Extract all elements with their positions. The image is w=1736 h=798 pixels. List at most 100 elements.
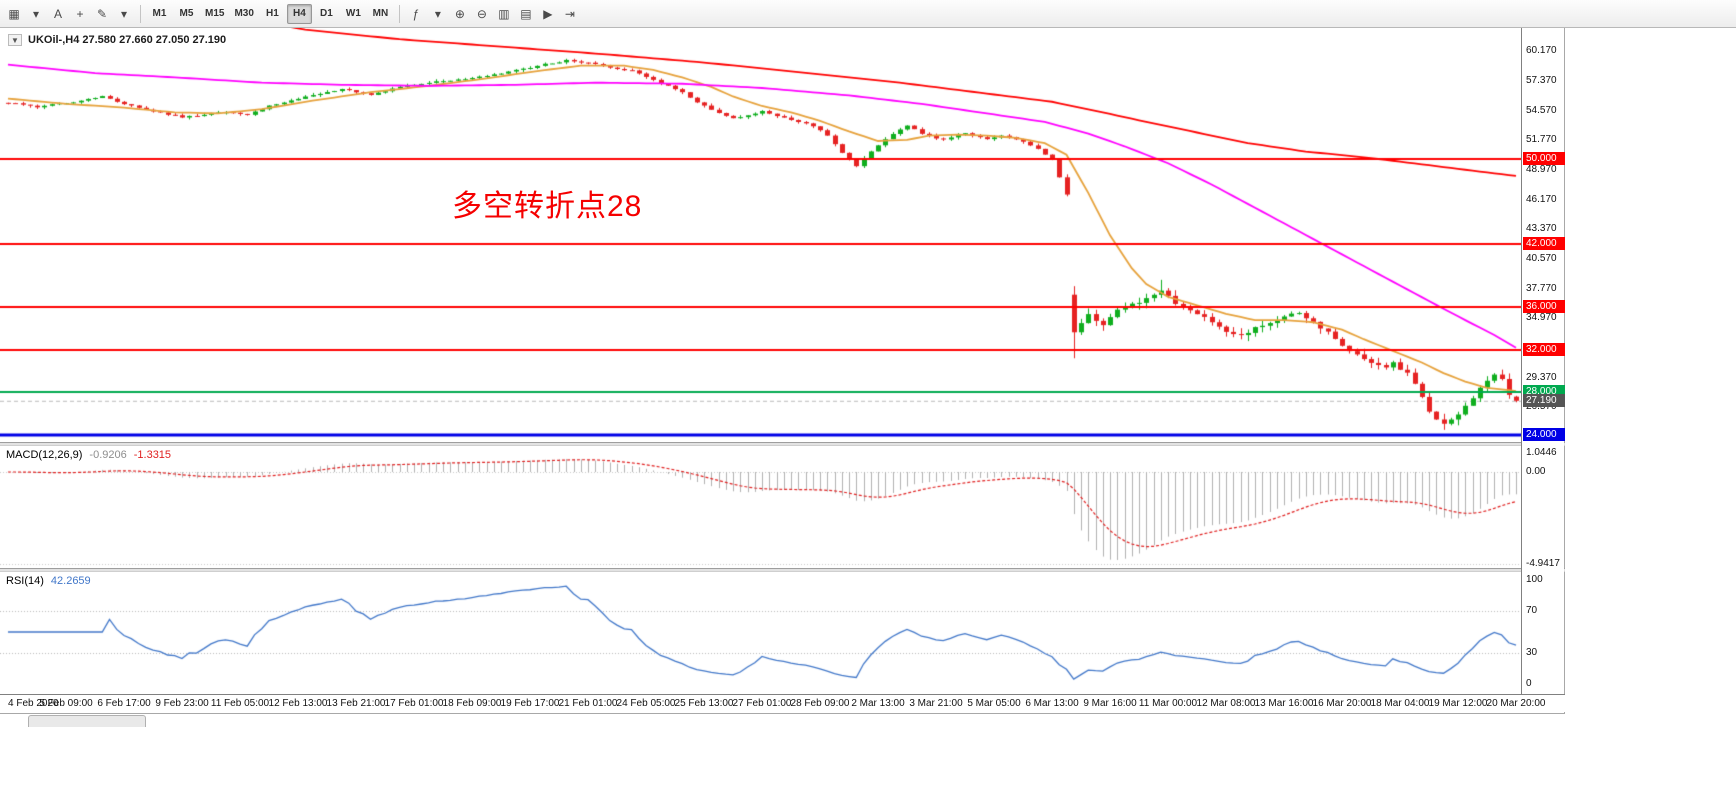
chart-shift-icon[interactable]: ⇥ <box>564 6 575 21</box>
chart-text-annotation: 多空转折点28 <box>452 190 643 223</box>
price-tick: 46.170 <box>1526 193 1557 205</box>
time-axis-label: 5 Feb 09:00 <box>39 698 93 709</box>
chart-title-bar: ▼ UKOil-,H4 27.580 27.660 27.050 27.190 <box>8 34 226 46</box>
time-axis-label: 5 Mar 05:00 <box>967 698 1021 709</box>
time-axis-label: 18 Feb 09:00 <box>442 698 502 709</box>
price-tick: 43.370 <box>1526 223 1557 235</box>
toolbar: ▦ ▾ A + ✎ ▾ M1 M5 M15 M30 H1 H4 D1 W1 MN ƒ ▾ ⊕ ⊖ ▥ ▤ ▶ ⇥ <box>0 0 1736 28</box>
main-chart-panel: ▼ UKOil-,H4 27.580 27.660 27.050 27.190 … <box>0 28 1521 442</box>
price-tick: 29.370 <box>1526 371 1557 383</box>
rsi-canvas[interactable] <box>0 572 1521 694</box>
indicators-icon[interactable]: ƒ <box>412 6 420 21</box>
time-axis[interactable]: 4 Feb 2020 5 Feb 09:00 6 Feb 17:00 9 Feb 23… <box>0 694 1565 712</box>
chart-menu-button[interactable]: ▼ <box>8 34 22 46</box>
rsi-panel: RSI(14) 42.2659 <box>0 572 1521 694</box>
price-axis[interactable]: 60.170 57.370 54.570 51.770 48.970 46.170 43.3… <box>1521 28 1565 694</box>
time-axis-label: 19 Mar 12:00 <box>1428 698 1488 709</box>
rsi-value: 42.2659 <box>50 575 91 587</box>
price-tick: 26.570 <box>1526 401 1557 413</box>
macd-panel: MACD(12,26,9) -0.9206 -1.3315 <box>0 446 1521 568</box>
timeframe-button-h4[interactable]: H4 <box>286 3 312 24</box>
rsi-tick: 70 <box>1526 605 1538 617</box>
cursor-icon[interactable]: A <box>53 6 62 21</box>
price-tick: 34.970 <box>1526 312 1557 324</box>
timeframe-button-m5[interactable]: M5 <box>179 8 194 19</box>
rsi-label: RSI(14) 42.2659 <box>6 575 91 587</box>
toolbar-separator <box>140 4 141 23</box>
macd-label: MACD(12,26,9) -0.9206 -1.3315 <box>6 449 171 461</box>
crosshair-icon[interactable]: + <box>76 6 84 21</box>
macd-signal-value: -1.3315 <box>133 449 172 461</box>
time-axis-label: 4 Feb 2020 <box>8 698 59 709</box>
time-axis-label: 16 Mar 20:00 <box>1312 698 1372 709</box>
timeframe-button-m15[interactable]: M15 <box>205 8 225 19</box>
hline-price-label: 32.000 <box>1523 342 1565 356</box>
macd-tick: 1.0446 <box>1526 446 1557 458</box>
time-axis-label: 2 Mar 13:00 <box>851 698 905 709</box>
hline-price-label: 42.000 <box>1523 236 1565 250</box>
time-axis-label: 17 Feb 01:00 <box>384 698 444 709</box>
timeframe-button-mn[interactable]: MN <box>372 8 389 19</box>
hline-price-label: 36.000 <box>1523 300 1565 314</box>
rsi-name: RSI(14) <box>6 575 44 587</box>
timeframe-button-m1[interactable]: M1 <box>152 8 167 19</box>
time-axis-label: 28 Feb 09:00 <box>790 698 850 709</box>
timeframe-button-w1[interactable]: W1 <box>345 8 361 19</box>
price-chart-canvas[interactable] <box>0 28 1521 442</box>
zoom-in-icon[interactable]: ⊕ <box>454 6 465 21</box>
time-axis-label: 19 Feb 17:00 <box>500 698 560 709</box>
price-tick: 54.570 <box>1526 104 1557 116</box>
hline-price-label: 50.000 <box>1523 152 1565 165</box>
time-axis-label: 6 Mar 13:00 <box>1025 698 1079 709</box>
timeframe-button-h1[interactable]: H1 <box>266 8 279 19</box>
price-tick: 60.170 <box>1526 45 1557 57</box>
new-chart-dropdown-icon[interactable]: ▾ <box>32 6 40 21</box>
timeframe-button-d1[interactable]: D1 <box>320 8 333 19</box>
time-axis-label: 13 Feb 21:00 <box>326 698 386 709</box>
panel-splitter-rsi[interactable] <box>0 568 1565 572</box>
auto-scroll-icon[interactable]: ▶ <box>543 6 553 21</box>
current-price-label: 27.190 <box>1523 393 1565 407</box>
new-chart-icon[interactable]: ▦ <box>8 6 20 21</box>
chart-tab-bar <box>0 714 1565 728</box>
indicators-dropdown-icon[interactable]: ▾ <box>434 6 441 21</box>
time-axis-label: 9 Feb 23:00 <box>155 698 209 709</box>
time-axis-label: 12 Mar 08:00 <box>1196 698 1256 709</box>
time-axis-label: 20 Mar 20:00 <box>1486 698 1546 709</box>
panel-splitter-macd[interactable] <box>0 442 1565 446</box>
time-axis-label: 11 Mar 00:00 <box>1138 698 1198 709</box>
hline-price-label: 24.000 <box>1523 427 1565 441</box>
time-axis-label: 25 Feb 13:00 <box>674 698 734 709</box>
draw-tools-dropdown-icon[interactable]: ▾ <box>120 6 128 21</box>
rsi-tick: 30 <box>1526 646 1538 658</box>
macd-tick: -4.9417 <box>1526 558 1560 569</box>
time-axis-label: 13 Mar 16:00 <box>1254 698 1314 709</box>
time-axis-label: 3 Mar 21:00 <box>909 698 963 709</box>
time-axis-label: 21 Feb 01:00 <box>558 698 618 709</box>
price-tick: 51.770 <box>1526 134 1557 146</box>
zoom-out-icon[interactable]: ⊖ <box>476 6 487 21</box>
timeframe-button-m30[interactable]: M30 <box>234 8 254 19</box>
time-axis-label: 24 Feb 05:00 <box>616 698 676 709</box>
price-tick: 48.970 <box>1526 163 1557 175</box>
time-axis-label: 18 Mar 04:00 <box>1370 698 1430 709</box>
price-tick: 37.770 <box>1526 282 1557 294</box>
tile-windows-icon[interactable]: ▥ <box>498 6 510 21</box>
rsi-tick: 0 <box>1526 678 1532 689</box>
templates-icon[interactable]: ▤ <box>520 6 532 21</box>
macd-canvas[interactable] <box>0 446 1521 568</box>
price-tick: 57.370 <box>1526 74 1557 86</box>
time-axis-label: 27 Feb 01:00 <box>732 698 792 709</box>
rsi-tick: 100 <box>1526 574 1543 585</box>
time-axis-label: 12 Feb 13:00 <box>268 698 328 709</box>
time-axis-label: 11 Feb 05:00 <box>210 698 270 709</box>
macd-tick: 0.00 <box>1526 466 1546 477</box>
draw-tools-icon[interactable]: ✎ <box>96 6 108 21</box>
chart-title: UKOil-,H4 27.580 27.660 27.050 27.190 <box>28 34 227 46</box>
chart-window: ▼ UKOil-,H4 27.580 27.660 27.050 27.190 … <box>0 28 1565 714</box>
toolbar-separator <box>398 4 400 23</box>
macd-main-value: -0.9206 <box>89 449 127 461</box>
chart-tab[interactable] <box>28 715 146 727</box>
macd-name: MACD(12,26,9) <box>6 449 83 461</box>
price-tick: 40.570 <box>1526 252 1557 264</box>
